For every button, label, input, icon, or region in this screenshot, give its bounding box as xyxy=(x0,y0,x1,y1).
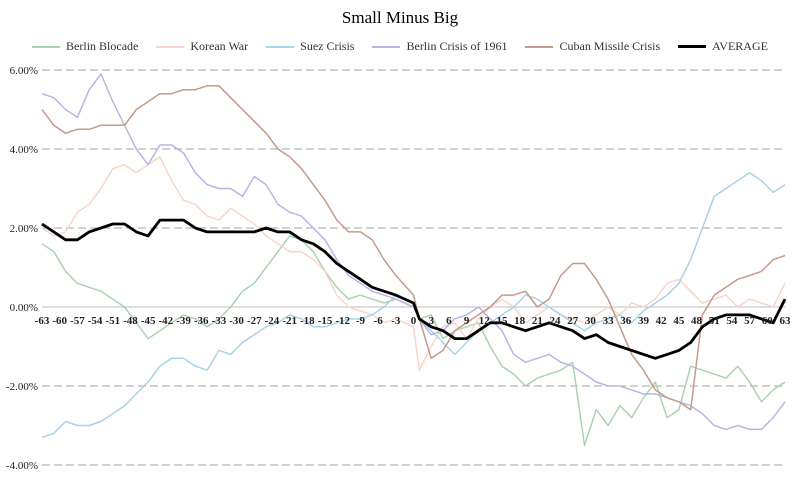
x-tick-label: 18 xyxy=(514,315,526,327)
x-tick-label: 24 xyxy=(550,315,562,327)
x-tick-label: -39 xyxy=(176,315,191,327)
x-tick-label: 21 xyxy=(532,315,543,327)
x-tick-label: -42 xyxy=(158,315,173,327)
x-tick-label: 63 xyxy=(780,315,792,327)
x-tick-label: 3 xyxy=(428,315,434,327)
legend: Berlin Blocade Korean War Suez Crisis Berli… xyxy=(0,39,800,54)
x-tick-label: -12 xyxy=(335,315,350,327)
x-tick-label: 33 xyxy=(603,315,615,327)
x-tick-label: 15 xyxy=(496,315,508,327)
x-tick-label: -27 xyxy=(247,315,262,327)
legend-label: Berlin Blocade xyxy=(66,39,139,53)
x-tick-label: -60 xyxy=(52,315,67,327)
x-tick-label: 27 xyxy=(567,315,579,327)
series-line-korean-war xyxy=(41,156,786,371)
x-tick-label: -30 xyxy=(229,315,244,327)
legend-label: Suez Crisis xyxy=(300,39,355,53)
legend-item: Suez Crisis xyxy=(266,39,354,54)
legend-label: Korean War xyxy=(190,39,249,53)
x-tick-label: -6 xyxy=(374,315,384,327)
legend-item: Korean War xyxy=(156,39,248,54)
legend-swatch xyxy=(372,45,401,48)
x-tick-label: -48 xyxy=(123,315,138,327)
y-tick-label: 0.00% xyxy=(10,302,38,314)
x-tick-label: 42 xyxy=(656,315,668,327)
x-tick-label: -21 xyxy=(282,315,297,327)
legend-item: AVERAGE xyxy=(678,39,768,54)
legend-item: Cuban Missile Crisis xyxy=(525,39,660,54)
y-tick-label: 6.00% xyxy=(10,65,38,77)
x-tick-label: 0 xyxy=(411,315,417,327)
x-tick-label: -51 xyxy=(105,315,120,327)
legend-item: Berlin Crisis of 1961 xyxy=(372,39,507,54)
x-tick-label: -36 xyxy=(194,315,209,327)
legend-label: Berlin Crisis of 1961 xyxy=(406,39,508,53)
legend-swatch xyxy=(156,45,185,48)
legend-label: AVERAGE xyxy=(712,39,768,53)
x-tick-label: -54 xyxy=(88,315,103,327)
legend-swatch xyxy=(266,45,295,48)
legend-swatch xyxy=(32,45,61,48)
x-tick-label: 39 xyxy=(638,315,650,327)
series-line-berlin-crisis-of-1961 xyxy=(41,73,786,431)
chart-title: Small Minus Big xyxy=(341,8,459,27)
x-tick-label: 48 xyxy=(691,315,703,327)
legend-swatch xyxy=(678,45,707,48)
x-tick-label: -24 xyxy=(265,315,280,327)
x-tick-label: -45 xyxy=(141,315,156,327)
series-line-average xyxy=(41,218,787,360)
x-tick-label: 36 xyxy=(620,315,632,327)
legend-label: Cuban Missile Crisis xyxy=(559,39,661,53)
x-tick-label: -57 xyxy=(70,315,85,327)
x-tick-label: 6 xyxy=(446,315,452,327)
y-tick-label: -2.00% xyxy=(6,381,38,393)
x-tick-label: 57 xyxy=(744,315,756,327)
y-tick-label: 4.00% xyxy=(10,144,38,156)
series-line-berlin-blocade xyxy=(41,235,786,447)
x-tick-label: 60 xyxy=(762,315,774,327)
x-tick-label: -63 xyxy=(35,315,50,327)
series-line-cuban-missile-crisis xyxy=(41,85,786,411)
x-tick-label: 51 xyxy=(709,315,720,327)
x-tick-label: 45 xyxy=(673,315,685,327)
x-tick-label: 30 xyxy=(585,315,597,327)
legend-swatch xyxy=(525,45,554,48)
x-tick-label: 12 xyxy=(479,315,491,327)
x-tick-label: -15 xyxy=(318,315,333,327)
x-tick-label: 54 xyxy=(726,315,738,327)
x-tick-label: -9 xyxy=(356,315,366,327)
x-tick-label: -3 xyxy=(391,315,401,327)
legend-item: Berlin Blocade xyxy=(32,39,138,54)
y-tick-label: -4.00% xyxy=(6,460,38,472)
y-tick-label: 2.00% xyxy=(10,223,38,235)
x-tick-label: 9 xyxy=(464,315,470,327)
x-tick-label: -18 xyxy=(300,315,315,327)
x-tick-label: -33 xyxy=(212,315,227,327)
